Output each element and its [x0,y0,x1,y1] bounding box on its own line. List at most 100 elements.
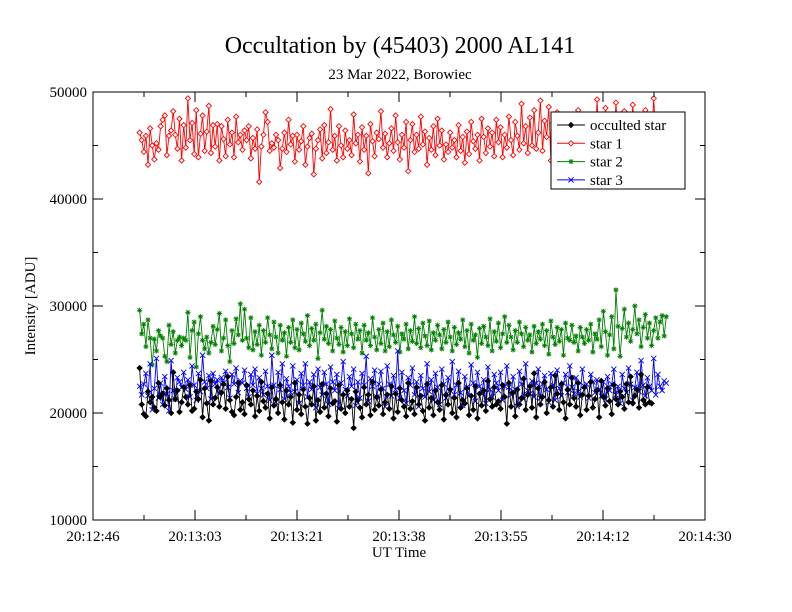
data-point [358,414,366,421]
data-point [340,349,346,355]
data-point [510,373,517,380]
data-point [438,381,446,389]
data-point [386,344,392,350]
data-point [657,383,663,390]
data-point [275,369,282,376]
data-point [180,369,187,376]
data-point [625,365,632,371]
data-point [220,335,227,341]
data-point [405,374,412,381]
data-point [306,394,313,402]
data-point [163,390,170,397]
data-point [147,335,153,341]
data-point [376,326,382,333]
data-point [321,336,327,342]
data-point [230,154,238,161]
data-point [244,335,250,341]
data-point [148,142,156,149]
legend-label: star 3 [590,173,623,189]
data-point [321,369,328,376]
data-point [323,323,329,329]
legend-marker [567,121,575,129]
data-point [495,139,502,146]
data-point [432,337,439,343]
data-point [358,124,366,131]
data-point [528,142,536,149]
data-point [604,385,611,392]
legend-entry: star 3 [557,173,623,189]
data-point [143,344,149,350]
data-point [174,374,181,381]
data-point [551,372,559,379]
data-point [518,100,525,108]
data-point [227,359,233,365]
data-point [206,350,212,356]
data-point [267,332,273,338]
data-point [283,353,290,359]
data-point [600,308,606,314]
legend-entry: star 1 [557,136,623,152]
data-point [164,359,170,365]
data-point [411,410,418,418]
data-point [311,337,317,343]
data-point [394,348,401,354]
data-point [159,116,166,124]
data-point [474,131,481,139]
data-point [233,365,240,371]
data-point [262,109,269,116]
data-point [139,331,145,337]
data-point [425,404,433,411]
data-point [379,410,387,418]
data-point [413,379,420,385]
data-point [627,381,634,388]
data-point [293,406,301,414]
data-point [167,409,175,417]
data-point [577,411,584,419]
data-point [398,396,406,404]
data-point [365,391,372,399]
data-point [417,392,425,400]
data-point [554,367,561,374]
data-point [596,317,602,323]
data-point [474,369,481,376]
data-point [495,397,502,405]
data-point [546,351,552,357]
data-point [617,353,623,359]
data-point [168,357,175,364]
data-point [593,96,601,103]
data-point [476,325,483,332]
data-point [274,136,282,144]
data-point [302,360,309,367]
series-star-2 [137,287,669,370]
data-point [510,347,516,353]
data-point [544,328,550,334]
data-point [201,147,208,155]
data-point [293,131,301,139]
data-point [193,388,200,395]
data-point [348,395,355,403]
data-point [646,320,653,326]
data-point [644,335,651,341]
data-point [613,391,619,398]
data-point [489,348,495,354]
data-point [279,399,286,406]
data-point [507,136,515,144]
data-point [247,155,255,162]
data-point [149,362,155,368]
data-point [218,389,225,396]
data-point [228,129,236,136]
data-point [193,106,200,114]
data-point [382,348,388,354]
data-point [285,116,292,124]
data-point [505,379,513,387]
data-point [138,391,145,398]
data-point [360,146,368,154]
data-point [331,132,339,140]
data-point [339,391,347,399]
data-point [205,102,213,110]
data-point [258,352,264,358]
data-point [165,396,173,404]
data-point [488,403,496,410]
data-point [512,328,518,334]
data-point [181,335,187,341]
